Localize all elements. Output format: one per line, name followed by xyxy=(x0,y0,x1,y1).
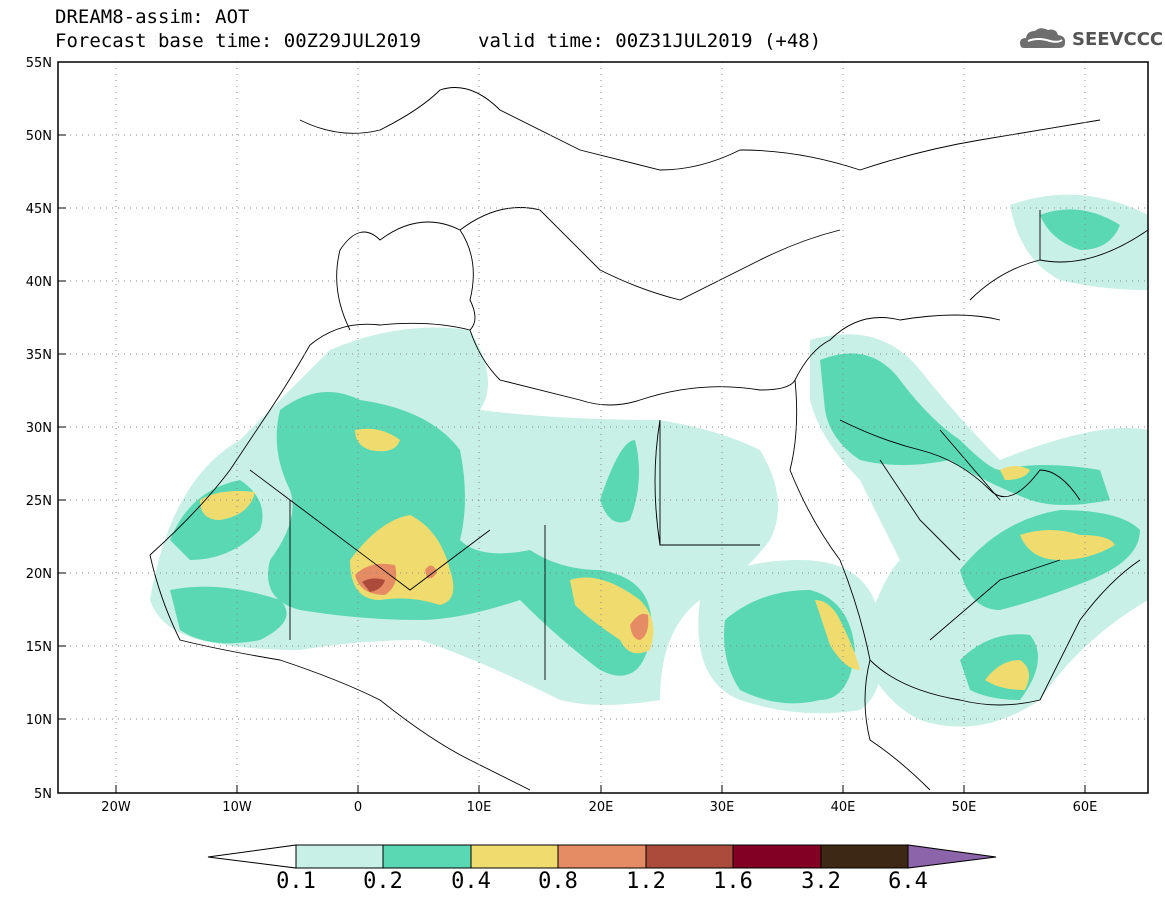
colorbar-label: 0.4 xyxy=(451,869,491,894)
colorbar-segment xyxy=(470,844,559,869)
lat-label: 10N xyxy=(26,713,52,728)
aot-fields xyxy=(149,87,1148,791)
colorbar-segment xyxy=(557,844,647,869)
colorbar-segment xyxy=(820,844,909,869)
title-valid-time: valid time: 00Z31JUL2019 (+48) xyxy=(478,30,822,52)
colorbar-label: 0.2 xyxy=(363,869,403,894)
colorbar xyxy=(207,844,997,869)
lat-label: 15N xyxy=(26,640,52,655)
colorbar-label: 3.2 xyxy=(801,869,841,894)
lon-label: 20W xyxy=(101,800,131,815)
colorbar-arrow-high xyxy=(907,844,997,869)
lon-label: 40E xyxy=(831,800,856,815)
colorbar-segment xyxy=(732,844,822,869)
lat-label: 20N xyxy=(26,567,52,582)
lon-label: 10E xyxy=(467,800,492,815)
colorbar-label: 1.6 xyxy=(713,869,753,894)
colorbar-label: 1.2 xyxy=(626,869,666,894)
lat-label: 35N xyxy=(26,348,52,363)
title-product: DREAM8-assim: AOT xyxy=(55,6,250,28)
colorbar-segment xyxy=(382,844,472,869)
lat-label: 30N xyxy=(26,421,52,436)
colorbar-label: 6.4 xyxy=(888,869,928,894)
lat-label: 50N xyxy=(26,129,52,144)
colorbar-segment xyxy=(295,844,384,869)
logo-text: SEEVCCC xyxy=(1072,29,1164,50)
lat-label: 55N xyxy=(26,56,52,71)
title-base-time: Forecast base time: 00Z29JUL2019 xyxy=(55,30,422,52)
cloud-icon xyxy=(1020,28,1066,48)
colorbar-label: 0.8 xyxy=(538,869,578,894)
lon-label: 20E xyxy=(589,800,614,815)
lon-label: 30E xyxy=(710,800,735,815)
lat-label: 25N xyxy=(26,494,52,509)
lat-label: 5N xyxy=(34,787,52,802)
lon-label: 0 xyxy=(354,800,362,815)
lon-label: 10W xyxy=(222,800,252,815)
colorbar-arrow-low xyxy=(207,844,297,869)
colorbar-segment xyxy=(645,844,734,869)
colorbar-label: 0.1 xyxy=(276,869,316,894)
lat-label: 40N xyxy=(26,275,52,290)
lon-label: 60E xyxy=(1073,800,1098,815)
lon-label: 50E xyxy=(952,800,977,815)
lat-label: 45N xyxy=(26,202,52,217)
